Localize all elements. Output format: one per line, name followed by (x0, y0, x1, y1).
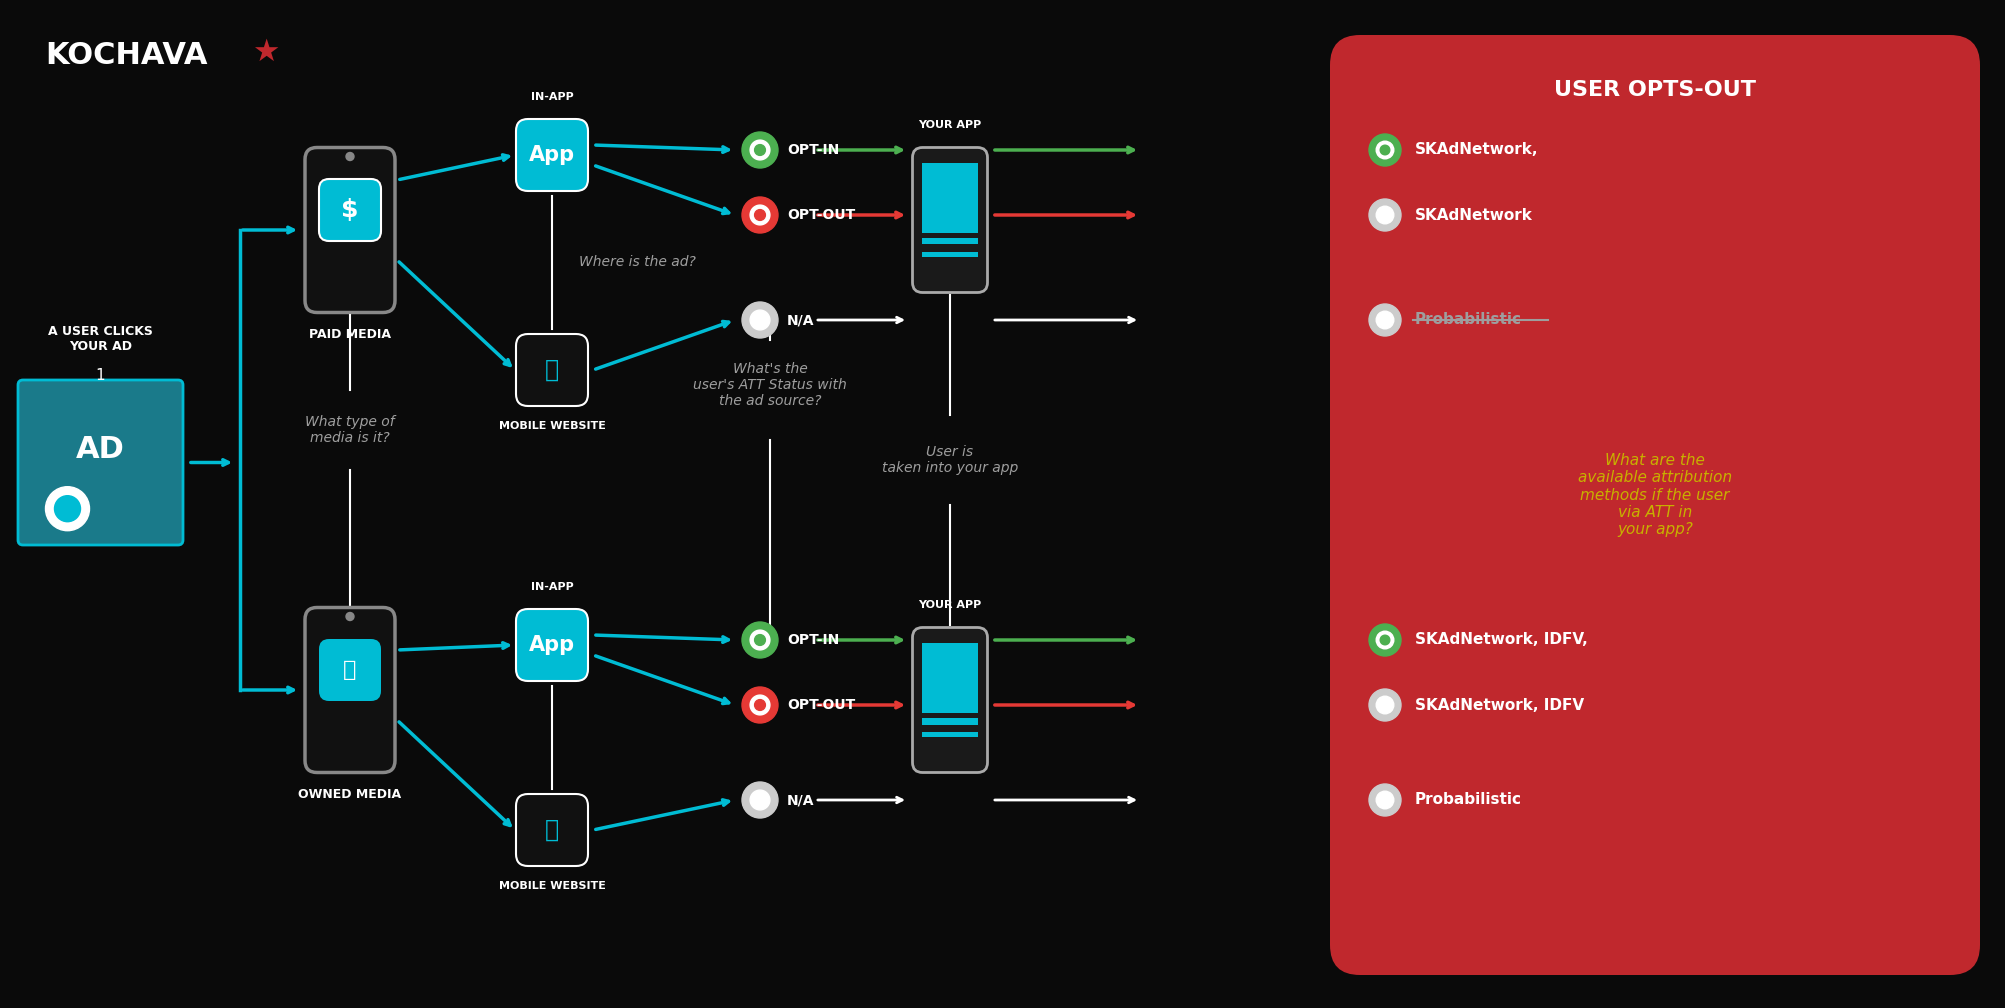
Text: App: App (529, 145, 575, 165)
FancyBboxPatch shape (1329, 35, 1981, 975)
Circle shape (1369, 784, 1401, 816)
Circle shape (1375, 141, 1393, 159)
Text: PAID MEDIA: PAID MEDIA (309, 329, 391, 342)
Circle shape (347, 152, 355, 160)
Circle shape (1375, 697, 1393, 714)
Circle shape (750, 205, 770, 225)
Circle shape (1375, 311, 1393, 329)
Text: Where is the ad?: Where is the ad? (579, 255, 696, 269)
Text: A USER CLICKS
YOUR AD: A USER CLICKS YOUR AD (48, 325, 152, 353)
Text: N/A: N/A (788, 793, 814, 807)
FancyBboxPatch shape (515, 119, 587, 191)
Text: USER OPTS-OUT: USER OPTS-OUT (1554, 80, 1756, 100)
Text: MOBILE WEBSITE: MOBILE WEBSITE (499, 421, 606, 431)
Text: KOCHAVA: KOCHAVA (44, 40, 207, 70)
Circle shape (1369, 624, 1401, 656)
Circle shape (750, 310, 770, 330)
Text: SKAdNetwork,: SKAdNetwork, (1416, 142, 1538, 157)
Bar (922, 162, 978, 233)
Text: YOUR APP: YOUR APP (918, 600, 982, 610)
Text: What are the
available attribution
methods if the user
via ATT in
your app?: What are the available attribution metho… (1578, 453, 1732, 537)
Circle shape (1375, 791, 1393, 808)
Text: App: App (529, 635, 575, 655)
Circle shape (750, 790, 770, 809)
FancyBboxPatch shape (515, 794, 587, 866)
Circle shape (54, 496, 80, 522)
Circle shape (46, 487, 90, 530)
Text: AD: AD (76, 434, 124, 464)
Text: What type of
media is it?: What type of media is it? (305, 415, 395, 446)
Circle shape (1369, 689, 1401, 721)
FancyBboxPatch shape (319, 179, 381, 241)
Circle shape (347, 613, 355, 621)
Circle shape (750, 630, 770, 650)
Circle shape (1379, 145, 1389, 155)
Circle shape (742, 687, 778, 723)
Text: OPT-OUT: OPT-OUT (788, 208, 856, 222)
Circle shape (754, 210, 766, 221)
Circle shape (742, 622, 778, 658)
Bar (922, 252, 978, 256)
Circle shape (1375, 631, 1393, 649)
Text: SKAdNetwork, IDFV,: SKAdNetwork, IDFV, (1416, 632, 1588, 647)
FancyBboxPatch shape (305, 147, 395, 312)
FancyBboxPatch shape (515, 609, 587, 681)
Text: N/A: N/A (788, 313, 814, 327)
Circle shape (754, 144, 766, 155)
Text: SKAdNetwork: SKAdNetwork (1416, 208, 1534, 223)
Circle shape (742, 302, 778, 338)
Text: OPT-IN: OPT-IN (788, 143, 840, 157)
FancyBboxPatch shape (912, 628, 988, 772)
Text: 🔍: 🔍 (545, 818, 559, 842)
Bar (922, 238, 978, 245)
Bar (922, 642, 978, 713)
Circle shape (1369, 134, 1401, 166)
Text: 👤: 👤 (343, 660, 357, 680)
Circle shape (1379, 635, 1389, 645)
Text: OWNED MEDIA: OWNED MEDIA (299, 788, 401, 801)
Text: IN-APP: IN-APP (531, 582, 573, 592)
Circle shape (742, 197, 778, 233)
Text: $: $ (341, 198, 359, 222)
Text: OPT-IN: OPT-IN (788, 633, 840, 647)
Text: 🔍: 🔍 (545, 358, 559, 382)
Text: 1: 1 (96, 368, 106, 383)
Text: MOBILE WEBSITE: MOBILE WEBSITE (499, 881, 606, 891)
Text: User is
taken into your app: User is taken into your app (882, 445, 1019, 475)
Circle shape (750, 140, 770, 160)
Circle shape (754, 635, 766, 645)
FancyBboxPatch shape (305, 608, 395, 772)
FancyBboxPatch shape (18, 380, 182, 545)
Text: SKAdNetwork, IDFV: SKAdNetwork, IDFV (1416, 698, 1584, 713)
Circle shape (742, 132, 778, 168)
Circle shape (742, 782, 778, 818)
Text: What's the
user's ATT Status with
the ad source?: What's the user's ATT Status with the ad… (694, 362, 846, 408)
Text: YOUR APP: YOUR APP (918, 120, 982, 130)
Bar (922, 718, 978, 725)
FancyBboxPatch shape (912, 147, 988, 292)
Circle shape (1369, 199, 1401, 231)
Circle shape (1369, 304, 1401, 336)
Text: OPT-OUT: OPT-OUT (788, 698, 856, 712)
Circle shape (750, 696, 770, 715)
Circle shape (754, 700, 766, 711)
Text: Probabilistic: Probabilistic (1416, 312, 1522, 328)
FancyBboxPatch shape (515, 334, 587, 406)
Text: IN-APP: IN-APP (531, 92, 573, 102)
Text: ★: ★ (253, 37, 279, 67)
Bar (922, 732, 978, 737)
FancyBboxPatch shape (319, 639, 381, 701)
Circle shape (1375, 207, 1393, 224)
Text: Probabilistic: Probabilistic (1416, 792, 1522, 807)
